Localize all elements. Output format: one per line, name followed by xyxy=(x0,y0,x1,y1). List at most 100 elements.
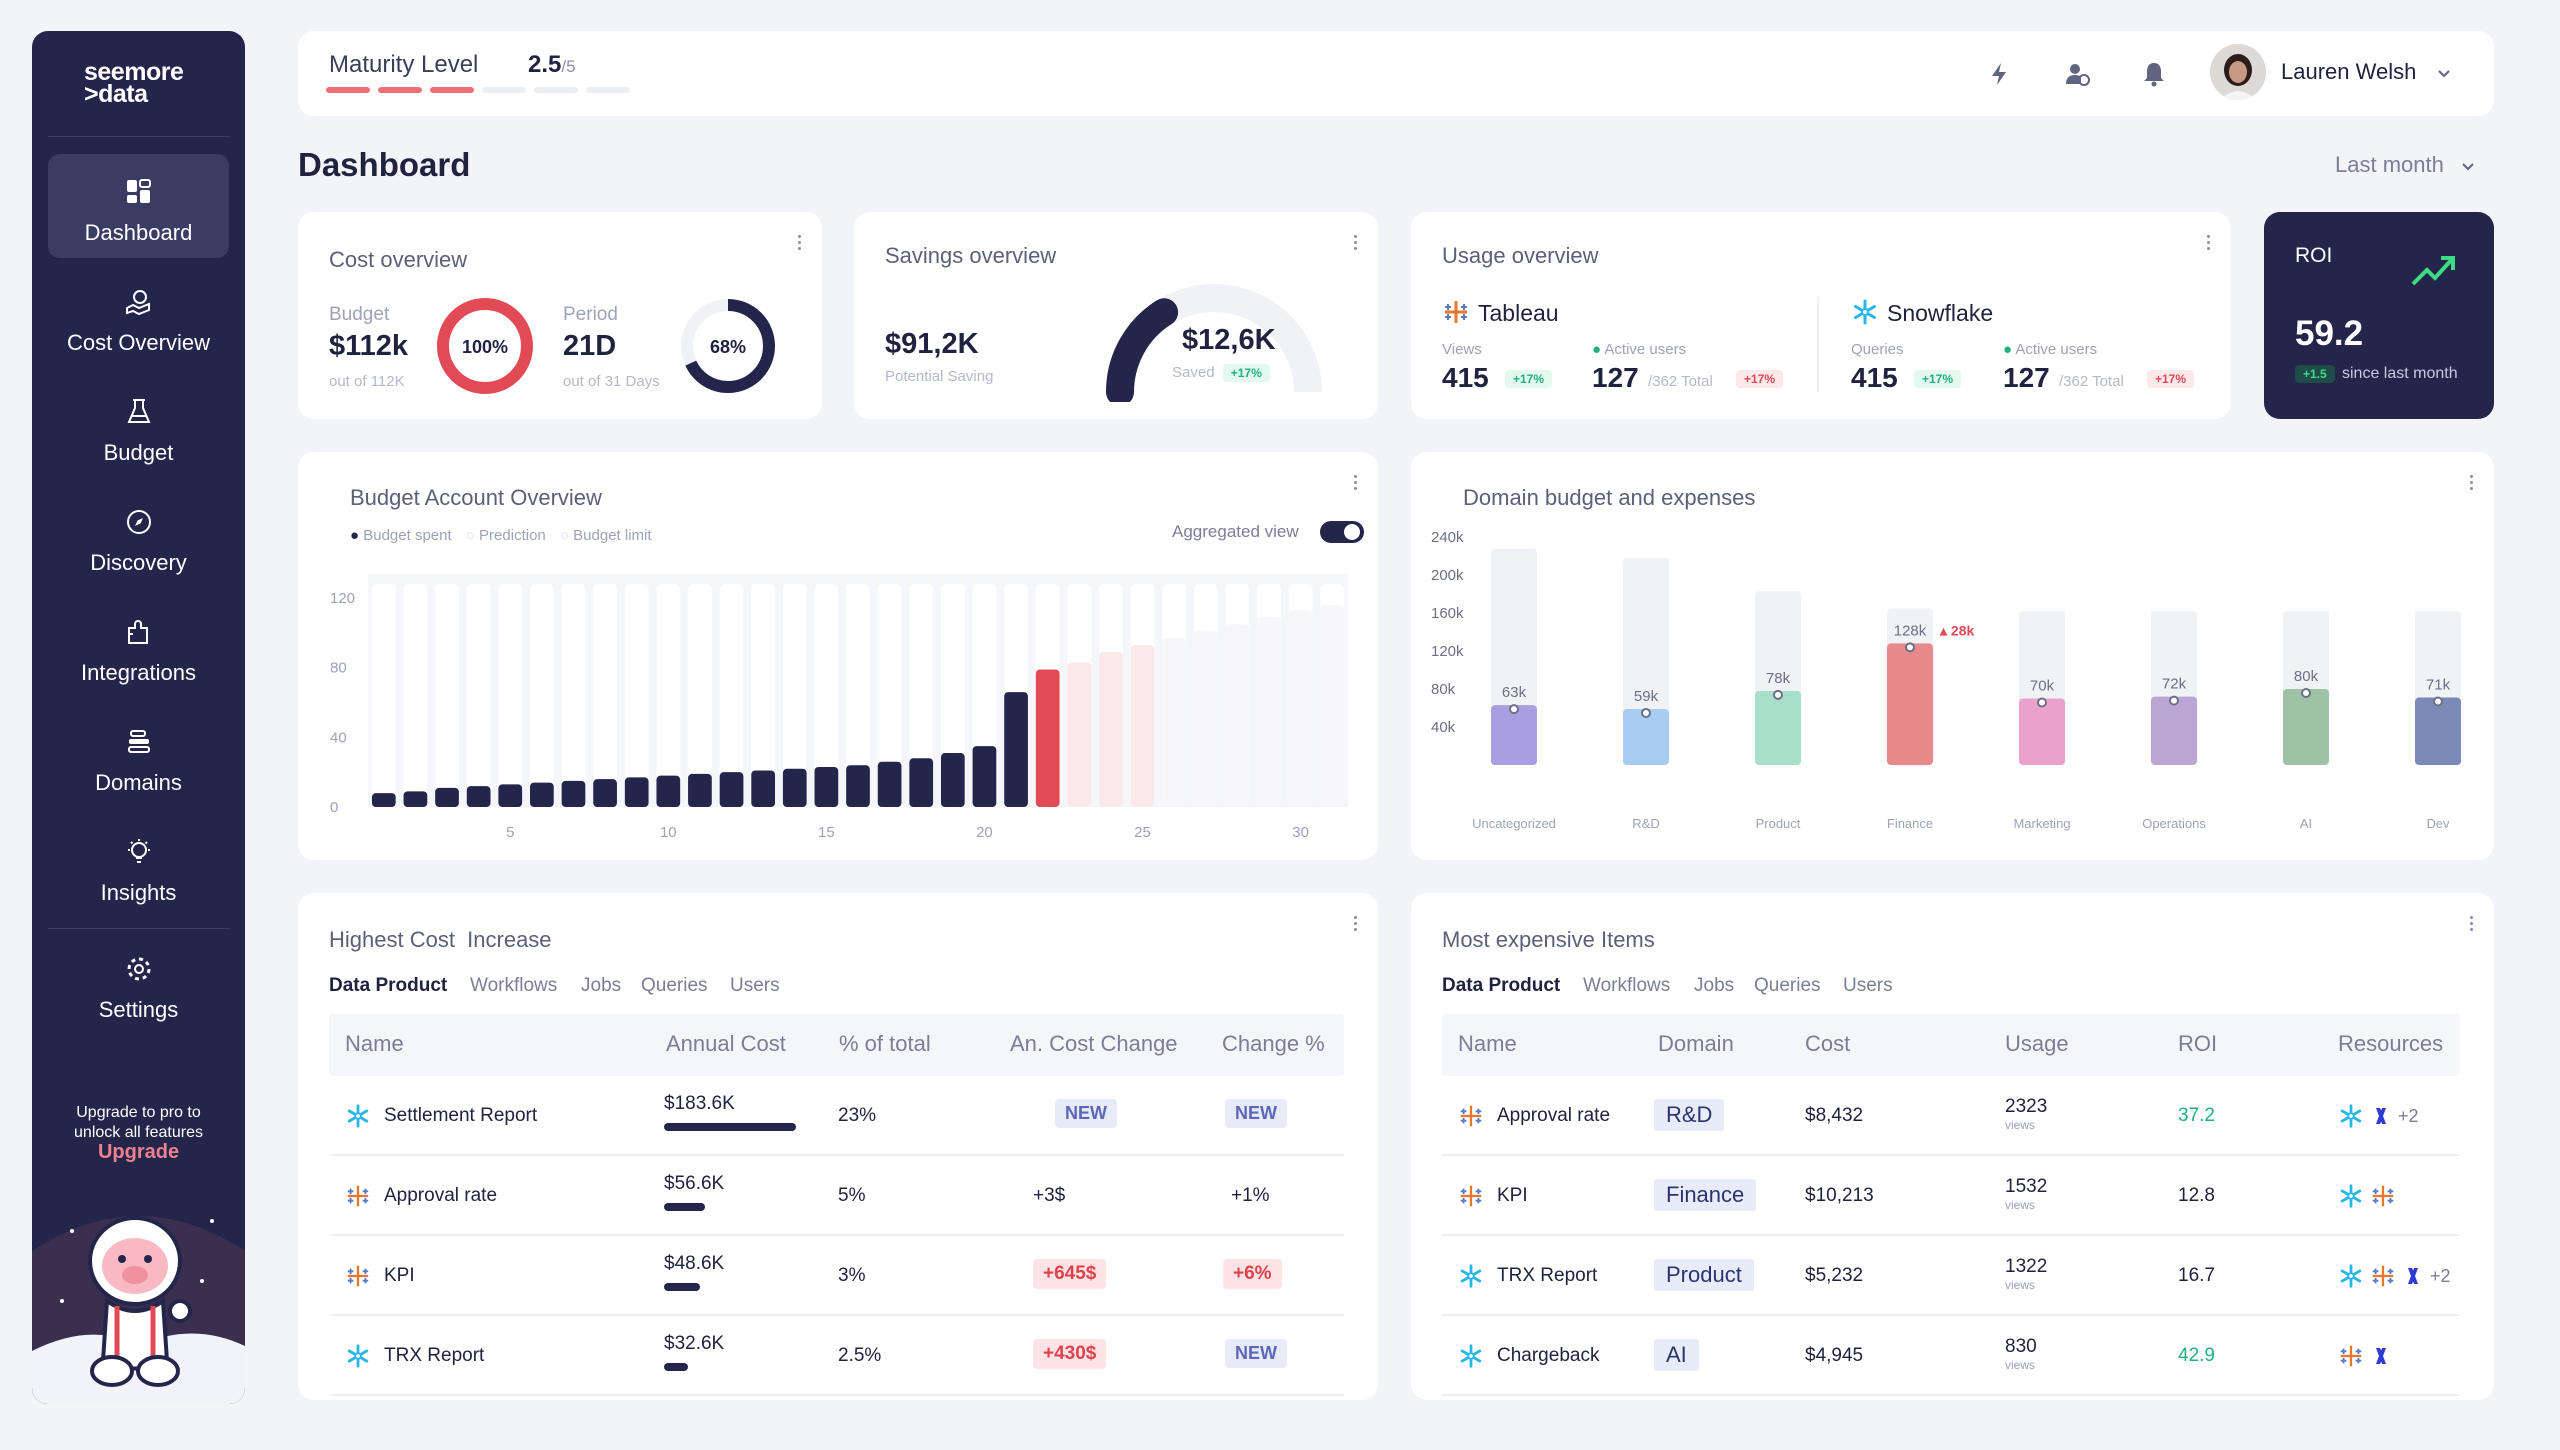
prediction-bar[interactable] xyxy=(1320,605,1345,807)
budget-spent-bar[interactable] xyxy=(782,768,807,807)
column-header[interactable]: Domain xyxy=(1658,1031,1734,1056)
row-domain-badge[interactable]: R&D xyxy=(1654,1099,1725,1131)
budget-spent-bar[interactable] xyxy=(1035,669,1060,807)
domain-spent-bar[interactable] xyxy=(2151,696,2197,765)
domain-spent-bar[interactable] xyxy=(1887,643,1933,765)
tab-jobs[interactable]: Jobs xyxy=(1694,975,1735,996)
sidebar-item-cost-overview[interactable]: Cost Overview xyxy=(48,264,229,368)
row-domain-badge[interactable]: Finance xyxy=(1654,1179,1757,1211)
budget-spent-bar[interactable] xyxy=(688,773,712,807)
table-row[interactable]: KPI $48.6K 3% +645$ +6% xyxy=(329,1236,1344,1316)
table-row[interactable]: Settlement Report $183.6K 23% NEW NEW xyxy=(329,1076,1344,1156)
tab-queries[interactable]: Queries xyxy=(1754,975,1821,996)
tab-jobs[interactable]: Jobs xyxy=(581,975,622,996)
table-row[interactable]: TRX Report $32.6K 2.5% +430$ NEW xyxy=(329,1316,1344,1396)
more-icon[interactable] xyxy=(1352,913,1358,934)
column-header[interactable]: Usage xyxy=(2005,1031,2069,1056)
budget-spent-bar[interactable] xyxy=(498,784,523,807)
budget-spent-bar[interactable] xyxy=(909,758,934,807)
aggregated-view-toggle[interactable] xyxy=(1320,521,1364,543)
budget-spent-bar[interactable] xyxy=(877,761,902,807)
column-header[interactable]: Name xyxy=(345,1031,404,1056)
budget-spent-bar[interactable] xyxy=(593,779,617,807)
brand-logo[interactable]: seemore >data xyxy=(84,60,184,107)
period-select[interactable]: Last month xyxy=(2335,152,2476,178)
sidebar-item-budget[interactable]: Budget xyxy=(48,374,229,478)
column-header[interactable]: Resources xyxy=(2338,1031,2444,1056)
tab-data-product[interactable]: Data Product xyxy=(329,975,448,996)
more-icon[interactable] xyxy=(2205,232,2211,253)
prediction-bar[interactable] xyxy=(1288,610,1313,807)
row-divider xyxy=(1442,1314,2460,1316)
sidebar-item-insights[interactable]: Insights xyxy=(48,814,229,918)
row-domain-badge[interactable]: Product xyxy=(1654,1259,1754,1291)
tab-users[interactable]: Users xyxy=(1843,975,1893,996)
column-header[interactable]: Annual Cost xyxy=(666,1031,786,1056)
table-row[interactable]: TRX Report Product $5,232 1322 views 16.7 +2 xyxy=(1442,1236,2460,1316)
team-icon[interactable] xyxy=(2062,59,2092,89)
domain-spent-bar[interactable] xyxy=(1755,690,1801,765)
prediction-bar[interactable] xyxy=(1162,638,1186,807)
upgrade-link[interactable]: Upgrade xyxy=(97,1141,180,1163)
tab-workflows[interactable]: Workflows xyxy=(1583,975,1671,996)
budget-spent-bar[interactable] xyxy=(940,753,965,807)
domain-spent-bar[interactable] xyxy=(1491,705,1537,765)
column-header[interactable]: ROI xyxy=(2178,1031,2218,1056)
more-icon[interactable] xyxy=(1352,472,1358,493)
more-icon[interactable] xyxy=(2468,472,2474,493)
prediction-bar[interactable] xyxy=(1257,617,1281,807)
tab-users[interactable]: Users xyxy=(730,975,780,996)
row-resources-more[interactable]: +2 xyxy=(2430,1265,2451,1286)
budget-spent-bar[interactable] xyxy=(624,777,649,807)
budget-spent-bar[interactable] xyxy=(751,770,776,807)
budget-spent-bar[interactable] xyxy=(530,782,554,807)
column-header[interactable]: Cost xyxy=(1805,1031,1851,1056)
user-name[interactable]: Lauren Welsh xyxy=(2281,59,2417,84)
table-row[interactable]: Chargeback AI $4,945 830 views 42.9 xyxy=(1442,1316,2460,1396)
budget-spent-bar[interactable] xyxy=(846,765,870,807)
row-domain-badge[interactable]: AI xyxy=(1654,1339,1699,1371)
sidebar-item-domains[interactable]: Domains xyxy=(48,704,229,808)
chevron-down-icon[interactable] xyxy=(2436,65,2452,81)
row-resources-more[interactable]: +2 xyxy=(2398,1105,2419,1126)
budget-spent-bar[interactable] xyxy=(814,766,839,807)
prediction-bar[interactable] xyxy=(1099,652,1123,807)
prediction-bar[interactable] xyxy=(1067,662,1092,807)
more-icon[interactable] xyxy=(1352,232,1358,253)
avatar[interactable] xyxy=(2210,44,2266,100)
more-icon[interactable] xyxy=(2468,913,2474,934)
budget-spent-bar[interactable] xyxy=(561,780,586,807)
domain-spent-bar[interactable] xyxy=(2283,689,2329,765)
table-row[interactable]: Approval rate $56.6K 5% +3$ +1% xyxy=(329,1156,1344,1236)
budget-spent-bar[interactable] xyxy=(719,772,744,807)
budget-spent-bar[interactable] xyxy=(435,787,459,807)
column-header[interactable]: An. Cost Change xyxy=(1010,1031,1178,1056)
domain-spent-bar[interactable] xyxy=(1623,708,1669,765)
prediction-bar[interactable] xyxy=(1130,645,1155,807)
prediction-bar[interactable] xyxy=(1225,624,1250,807)
tab-data-product[interactable]: Data Product xyxy=(1442,975,1561,996)
sidebar-item-dashboard[interactable]: Dashboard xyxy=(48,154,229,258)
domain-spent-bar[interactable] xyxy=(2415,697,2461,765)
budget-spent-bar[interactable] xyxy=(466,786,491,807)
prediction-bar[interactable] xyxy=(1193,631,1218,807)
column-header[interactable]: Name xyxy=(1458,1031,1517,1056)
budget-spent-bar[interactable] xyxy=(371,793,396,807)
tab-workflows[interactable]: Workflows xyxy=(470,975,558,996)
domain-spent-bar[interactable] xyxy=(2019,698,2065,766)
bell-icon[interactable] xyxy=(2139,59,2169,89)
column-header[interactable]: % of total xyxy=(839,1031,931,1056)
table-row[interactable]: KPI Finance $10,213 1532 views 12.8 xyxy=(1442,1156,2460,1236)
tab-queries[interactable]: Queries xyxy=(641,975,708,996)
budget-spent-bar[interactable] xyxy=(1004,692,1028,807)
sidebar-item-settings[interactable]: Settings xyxy=(48,931,229,1035)
table-row[interactable]: Approval rate R&D $8,432 2323 views 37.2 +2 xyxy=(1442,1076,2460,1156)
column-header[interactable]: Change % xyxy=(1222,1031,1325,1056)
more-icon[interactable] xyxy=(796,232,802,253)
sidebar-item-discovery[interactable]: Discovery xyxy=(48,484,229,588)
budget-spent-bar[interactable] xyxy=(972,746,997,807)
sidebar-item-integrations[interactable]: Integrations xyxy=(48,594,229,698)
budget-spent-bar[interactable] xyxy=(656,775,681,807)
lightning-icon[interactable] xyxy=(1984,59,2014,89)
budget-spent-bar[interactable] xyxy=(403,791,428,807)
